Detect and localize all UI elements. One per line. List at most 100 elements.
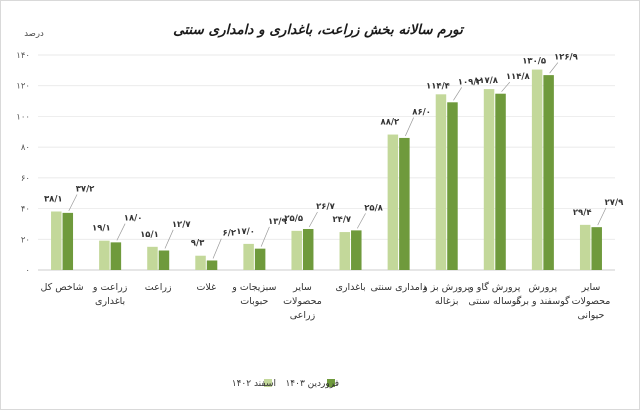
data-labels-layer: ۳۸/۱۳۷/۲۱۹/۱۱۸/۰۱۵/۱۱۲/۷۹/۳۶/۲ ۱۷/۰۱۳/۹۲۵…: [44, 53, 624, 259]
category-label: دامداری سنتی: [371, 282, 427, 293]
bar-farvardin-1403: [543, 75, 554, 270]
category-label: محصولات: [572, 296, 611, 307]
grid-layer: ۰ ۲۰ ۴۰ ۶۰ ۸۰ ۱۰۰ ۱۲۰ ۱۴۰: [16, 51, 615, 276]
data-label-farvardin-1403: ۱۳/۹: [268, 217, 287, 227]
legend: اسفند ۱۴۰۲ فروردین ۱۴۰۳: [232, 379, 339, 389]
data-label-farvardin-1403: ۱۲۶/۹: [554, 53, 579, 63]
data-label-esfand-1402: ۲۴/۷: [332, 215, 351, 225]
legend-swatch-farvardin-1403: [327, 379, 335, 387]
bar-farvardin-1403: [351, 230, 362, 270]
data-label-farvardin-1403: ۲۷/۹: [605, 198, 624, 208]
bar-farvardin-1403: [254, 248, 266, 270]
bar-farvardin-1403: [447, 102, 458, 270]
category-labels-layer: شاخص کل زراعت و باغداری زراعت غلات سبزیجات و ح…: [40, 281, 610, 321]
category-label: باغداری: [335, 282, 365, 293]
y-tick-label: ۱۴۰: [16, 51, 30, 61]
bar-esfand-1402: [531, 69, 543, 270]
category-label: سایر: [292, 282, 312, 293]
data-label-farvardin-1403: ۶/۲: [223, 229, 237, 239]
bar-farvardin-1403: [495, 93, 506, 270]
bar-farvardin-1403: [399, 137, 410, 270]
leader-line: [501, 81, 511, 92]
bar-esfand-1402: [435, 94, 447, 270]
data-label-farvardin-1403: ۱۸/۰: [124, 214, 143, 224]
bars-layer: [51, 69, 602, 270]
category-label: غلات: [196, 282, 216, 293]
y-tick-label: ۲۰: [21, 235, 30, 245]
leader-line: [212, 238, 222, 259]
data-label-esfand-1402: ۲۹/۴: [573, 208, 592, 218]
bar-farvardin-1403: [158, 250, 170, 270]
category-label: پرورش: [529, 282, 558, 293]
category-label: سبزیجات و: [231, 282, 276, 293]
data-label-esfand-1402: ۸۸/۲: [381, 118, 400, 128]
category-label: حیوانی: [578, 310, 605, 321]
y-tick-label: ۴۰: [21, 205, 30, 215]
data-label-esfand-1402: ۲۵/۵: [284, 214, 303, 224]
y-tick-label: ۱۲۰: [16, 82, 30, 92]
category-label: محصولات: [283, 296, 322, 307]
bar-farvardin-1403: [302, 228, 314, 270]
leader-line: [597, 207, 607, 226]
data-label-farvardin-1403: ۱۲/۷: [172, 220, 191, 230]
leader-line: [549, 62, 559, 74]
y-axis-unit: درصد: [24, 29, 44, 39]
leader-line: [68, 194, 78, 212]
leader-line: [308, 211, 318, 228]
category-label: زراعی: [290, 310, 316, 321]
bar-esfand-1402: [387, 134, 399, 270]
category-label: پرورش بز و: [422, 282, 471, 293]
bar-farvardin-1403: [591, 227, 602, 270]
data-label-farvardin-1403: ۸۶/۰: [412, 108, 431, 118]
bar-esfand-1402: [579, 224, 591, 270]
data-label-esfand-1402: ۱۱۷/۸: [474, 76, 499, 86]
data-label-esfand-1402: ۹/۳: [191, 239, 205, 249]
bar-esfand-1402: [243, 243, 254, 270]
leader-line: [405, 117, 414, 137]
data-label-farvardin-1403: ۳۷/۲: [76, 184, 95, 194]
bar-esfand-1402: [291, 230, 302, 270]
bar-esfand-1402: [339, 232, 351, 270]
category-label: شاخص کل: [40, 282, 83, 293]
category-label: باغداری: [95, 296, 125, 307]
leader-line: [164, 229, 174, 249]
bar-esfand-1402: [147, 246, 158, 270]
leader-line: [453, 87, 463, 101]
data-label-farvardin-1403: ۲۶/۷: [316, 202, 335, 212]
data-label-esfand-1402: ۳۸/۱: [44, 194, 63, 204]
y-tick-label: ۰: [25, 266, 30, 276]
data-label-esfand-1402: ۱۷/۰: [236, 227, 255, 237]
category-label: پرورش گاو و: [468, 281, 521, 293]
category-label: بزغاله: [435, 296, 459, 307]
category-label: گوسفند و بره: [516, 295, 570, 307]
data-label-esfand-1402: ۱۵/۱: [140, 230, 159, 240]
y-tick-label: ۶۰: [21, 174, 30, 184]
data-label-farvardin-1403: ۲۵/۸: [364, 203, 383, 213]
bar-esfand-1402: [99, 240, 110, 270]
bar-farvardin-1403: [206, 260, 218, 270]
data-label-esfand-1402: ۱۹/۱: [92, 224, 111, 234]
bar-farvardin-1403: [62, 212, 74, 270]
data-label-esfand-1402: ۱۱۴/۴: [426, 81, 450, 91]
category-label: سایر: [581, 282, 601, 293]
legend-label-esfand-1402: اسفند ۱۴۰۲: [232, 379, 276, 389]
bar-farvardin-1403: [110, 242, 122, 270]
y-tick-label: ۸۰: [21, 143, 30, 153]
category-label: زراعت: [145, 282, 172, 293]
data-label-esfand-1402: ۱۳۰/۵: [522, 57, 546, 67]
bar-esfand-1402: [483, 89, 495, 270]
bar-esfand-1402: [51, 211, 62, 270]
leader-line: [116, 223, 126, 241]
legend-label-farvardin-1403: فروردین ۱۴۰۳: [285, 379, 339, 389]
legend-swatch-esfand-1402: [264, 379, 272, 387]
data-label-farvardin-1403: ۱۱۴/۸: [506, 72, 531, 82]
leader-line: [260, 226, 270, 247]
category-label: حبوبات: [240, 296, 268, 307]
category-label: گوساله سنتی: [468, 295, 521, 307]
y-tick-label: ۱۰۰: [16, 112, 30, 122]
bar-esfand-1402: [195, 255, 206, 270]
leader-line: [356, 213, 366, 229]
data-label-farvardin-1403: ۱۰۹/۲: [458, 77, 483, 87]
category-label: زراعت و: [92, 282, 128, 293]
